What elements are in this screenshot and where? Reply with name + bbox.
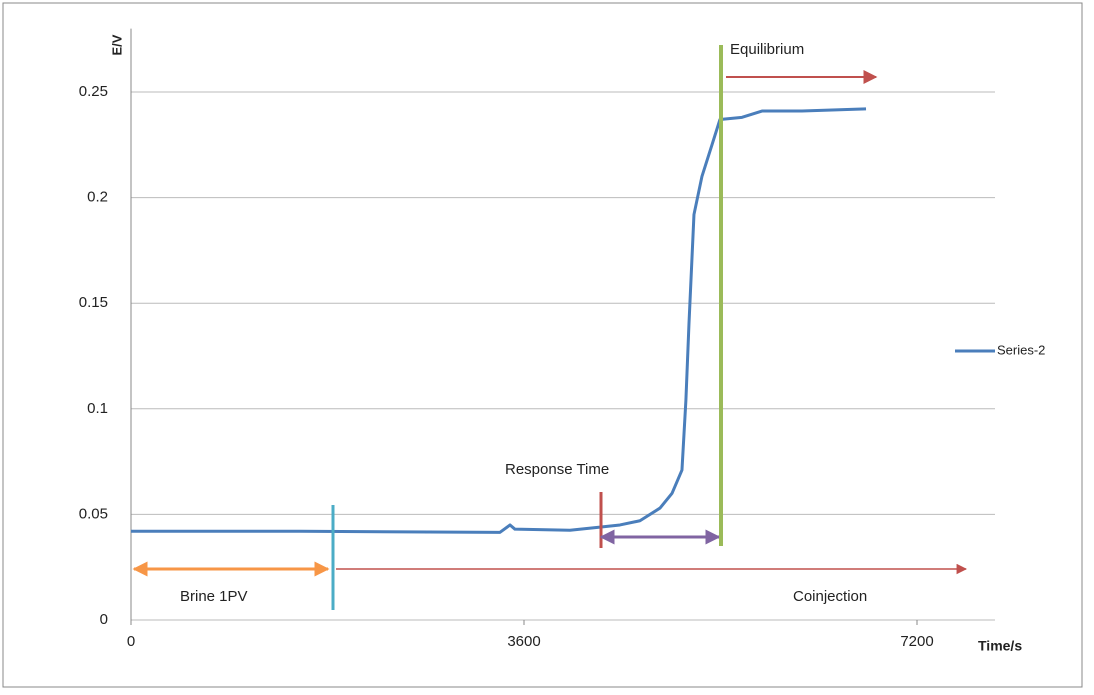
y-axis-label: E/V: [109, 34, 124, 55]
frame: [2, 2, 1083, 688]
y-tick-label: 0: [100, 611, 108, 628]
annotation: Equilibrium: [730, 41, 804, 58]
x-tick-label: 0: [127, 633, 135, 650]
x-tick-label: 3600: [507, 633, 540, 650]
y-tick-label: 0.15: [79, 294, 108, 311]
legend-label: Series-2: [997, 342, 1045, 357]
x-axis-label: Time/s: [978, 638, 1022, 654]
series-line: [131, 107, 867, 534]
y-tick-label: 0.2: [87, 189, 108, 206]
annotation: Brine 1PV: [180, 588, 248, 605]
y-tick-label: 0.25: [79, 83, 108, 100]
annotation: Response Time: [505, 461, 609, 478]
x-tick-label: 7200: [900, 633, 933, 650]
annotation: Coinjection: [793, 588, 867, 605]
plot: 0 0.05 0.1 0.15 0.2 0.25 0 3600 7200 Series-2: [79, 28, 1045, 650]
y-tick-label: 0.05: [79, 505, 108, 522]
y-tick-label: 0.1: [87, 400, 108, 417]
